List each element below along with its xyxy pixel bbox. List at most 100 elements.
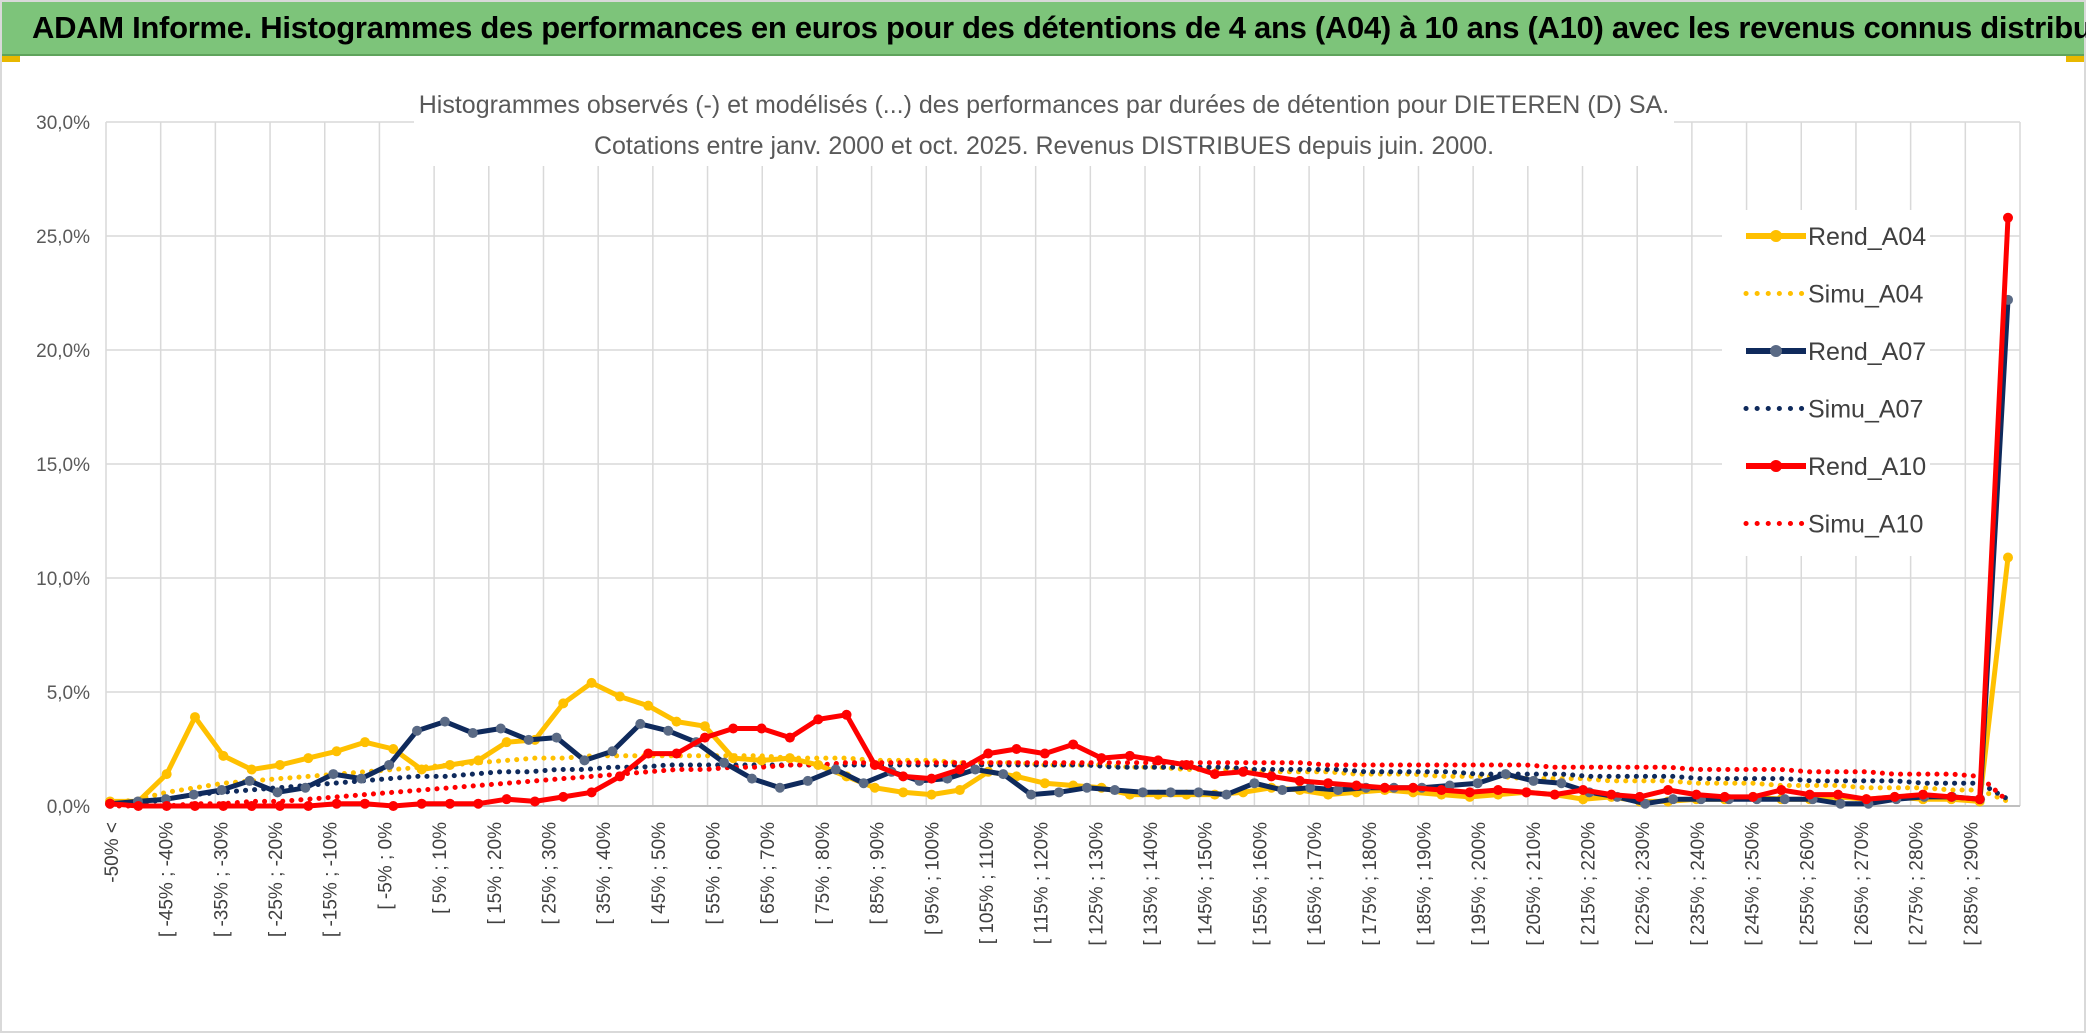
data-point xyxy=(802,775,813,786)
data-point xyxy=(501,737,512,748)
data-point xyxy=(356,773,367,784)
x-tick-label: [ 145% ; 150% xyxy=(1196,822,1217,946)
data-point xyxy=(898,787,909,798)
y-tick-label: 5,0% xyxy=(47,683,90,704)
legend-label: Simu_A10 xyxy=(1808,511,1923,539)
data-point xyxy=(1124,750,1135,761)
data-point xyxy=(388,801,399,811)
data-point xyxy=(1193,787,1204,798)
data-point xyxy=(1351,780,1362,791)
x-tick-label: [ 85% ; 90% xyxy=(868,822,889,925)
data-point xyxy=(2003,552,2013,563)
header-banner: ADAM Informe. Histogrammes des performan… xyxy=(2,2,2086,56)
data-point xyxy=(467,728,478,739)
report-title: ADAM Informe. Histogrammes des performan… xyxy=(32,10,2086,45)
series-line xyxy=(107,760,2011,809)
data-point xyxy=(1039,748,1050,759)
x-tick-label: [ 195% ; 200% xyxy=(1469,822,1490,946)
data-point xyxy=(1776,785,1787,796)
data-point xyxy=(246,764,257,775)
x-tick-label: [ 185% ; 190% xyxy=(1414,822,1435,946)
data-point xyxy=(331,798,342,809)
y-axis-ticks: 0,0% 5,0% 10,0% 15,0% 20,0% 25,0% 30,0% xyxy=(36,113,90,818)
x-tick-label: [ 265% ; 270% xyxy=(1852,822,1873,946)
series-Simu_A10 xyxy=(107,760,2011,809)
data-point xyxy=(1464,787,1475,798)
data-point xyxy=(898,771,909,782)
data-point xyxy=(1521,787,1532,798)
data-point xyxy=(841,709,852,720)
data-point xyxy=(473,798,484,809)
series-Rend_A10 xyxy=(105,212,2013,811)
data-point xyxy=(614,691,625,702)
data-point xyxy=(218,750,229,761)
data-point xyxy=(416,798,427,809)
data-point xyxy=(558,791,569,802)
chart-title: Histogrammes observés (-) et modélisés (… xyxy=(419,91,1669,119)
data-point xyxy=(830,764,841,775)
data-point xyxy=(473,755,484,766)
data-point xyxy=(529,796,540,807)
x-tick-label: [ 25% ; 30% xyxy=(539,822,560,925)
legend-label: Simu_A04 xyxy=(1808,281,1923,309)
x-tick-label: [ 35% ; 40% xyxy=(594,822,615,925)
data-point xyxy=(501,794,512,805)
data-point xyxy=(926,789,937,800)
x-tick-label: [ 95% ; 100% xyxy=(922,822,943,935)
data-point xyxy=(384,759,395,770)
data-point xyxy=(954,785,965,796)
x-tick-label: [ 125% ; 130% xyxy=(1086,822,1107,946)
data-point xyxy=(1528,775,1539,786)
x-tick-label: [ 5% ; 10% xyxy=(430,822,451,914)
data-point xyxy=(416,764,427,775)
legend-item-Simu_A04: Simu_A04 xyxy=(1743,281,1923,309)
data-point xyxy=(970,764,981,775)
data-point xyxy=(1039,778,1050,789)
data-point xyxy=(328,769,339,780)
data-point xyxy=(1668,794,1679,805)
data-point xyxy=(1833,789,1844,800)
series-line xyxy=(110,557,2011,804)
legend-item-Simu_A10: Simu_A10 xyxy=(1743,511,1923,539)
corner-mark xyxy=(2,56,20,62)
data-point xyxy=(1379,782,1390,793)
x-tick-label: [ -25% ; -20% xyxy=(266,822,287,937)
x-tick-label: [ -15% ; -10% xyxy=(321,822,342,937)
y-tick-label: 20,0% xyxy=(36,341,90,362)
data-point xyxy=(188,789,199,800)
data-point xyxy=(1804,789,1815,800)
data-point xyxy=(359,798,370,809)
x-tick-label: [ 155% ; 160% xyxy=(1250,822,1271,946)
x-tick-label: [ 55% ; 60% xyxy=(704,822,725,925)
data-point xyxy=(1294,775,1305,786)
data-point xyxy=(1606,789,1617,800)
data-point xyxy=(635,718,646,729)
data-point xyxy=(813,759,824,770)
data-point xyxy=(439,716,450,727)
x-tick-label: [ 235% ; 240% xyxy=(1688,822,1709,946)
data-point xyxy=(246,801,257,811)
data-point xyxy=(444,759,455,770)
x-tick-label: [ 45% ; 50% xyxy=(649,822,670,925)
data-point xyxy=(1691,789,1702,800)
data-point xyxy=(105,798,115,809)
data-point xyxy=(586,677,597,688)
data-point xyxy=(523,734,534,745)
data-point xyxy=(1556,778,1567,789)
y-tick-label: 30,0% xyxy=(36,113,90,134)
x-tick-label: [ 65% ; 70% xyxy=(758,822,779,925)
data-point xyxy=(719,757,730,768)
x-tick-label: [ 225% ; 230% xyxy=(1633,822,1654,946)
data-point xyxy=(133,801,144,811)
data-point xyxy=(300,782,311,793)
x-tick-label: [ -5% ; 0% xyxy=(375,822,396,910)
data-point xyxy=(1861,794,1872,805)
data-point xyxy=(495,723,506,734)
data-point xyxy=(1068,739,1079,750)
series-line xyxy=(107,762,2011,809)
x-tick-label: [ 255% ; 260% xyxy=(1797,822,1818,946)
data-point xyxy=(756,755,767,766)
data-point xyxy=(1011,744,1022,754)
